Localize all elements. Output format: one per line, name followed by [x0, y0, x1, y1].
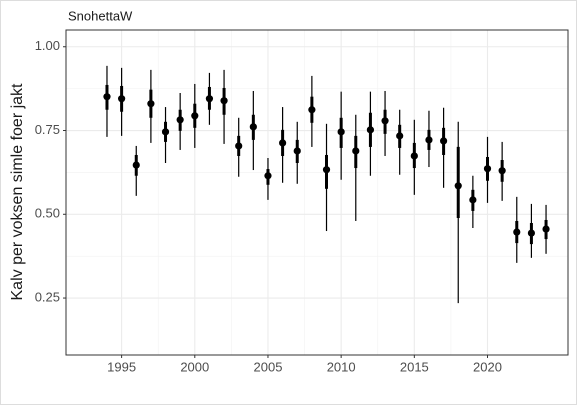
point [191, 112, 199, 120]
point [513, 228, 521, 236]
point [410, 152, 418, 160]
point [425, 136, 433, 144]
y-tick-label: 1.00 [35, 38, 60, 53]
x-tick-label: 2010 [327, 359, 356, 374]
y-tick-label: 0.25 [35, 289, 60, 304]
point [396, 132, 404, 140]
point [454, 182, 462, 190]
y-tick-label: 0.75 [35, 122, 60, 137]
panel [66, 30, 568, 355]
point [381, 117, 389, 125]
point [205, 95, 214, 103]
point [103, 93, 111, 101]
point [132, 161, 140, 169]
point [366, 126, 375, 134]
point [498, 167, 506, 175]
chart-title: SnohettaW [68, 8, 133, 23]
point [308, 106, 316, 114]
point [118, 95, 126, 103]
panel-border [65, 29, 569, 356]
point [322, 166, 331, 174]
point [469, 196, 477, 204]
point [542, 225, 550, 233]
x-tick-label: 2020 [473, 359, 502, 374]
point [147, 100, 155, 108]
point [483, 165, 492, 173]
y-axis-label: Kalv per voksen simle foer jakt [9, 83, 26, 301]
x-tick-label: 1995 [107, 359, 136, 374]
point [249, 123, 257, 131]
point [293, 147, 301, 155]
point [220, 97, 228, 105]
x-tick-label: 2005 [254, 359, 283, 374]
point [352, 147, 360, 155]
point [279, 139, 287, 147]
point [439, 137, 448, 145]
y-tick-label: 0.50 [35, 206, 60, 221]
x-tick-label: 2000 [180, 359, 209, 374]
point [527, 229, 536, 237]
point [235, 142, 243, 150]
x-tick-label: 2015 [400, 359, 429, 374]
point [337, 128, 345, 136]
point [161, 128, 170, 136]
point [176, 116, 184, 124]
point [264, 172, 272, 180]
